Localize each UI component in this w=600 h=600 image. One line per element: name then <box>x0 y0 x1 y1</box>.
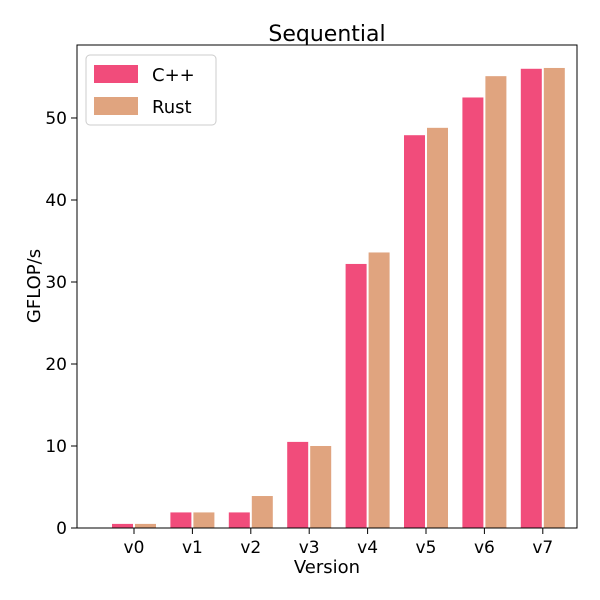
bar-rust-v1 <box>193 512 215 528</box>
bar-cpp-v4 <box>345 263 367 528</box>
bar-cpp-v2 <box>228 512 250 528</box>
bar-cpp-v3 <box>287 441 309 528</box>
x-tick-label-v4: v4 <box>357 538 378 558</box>
legend-label-cpp: C++ <box>152 65 195 86</box>
bar-cpp-v0 <box>112 523 133 528</box>
x-tick-label-v6: v6 <box>474 538 495 558</box>
y-tick-label: 20 <box>45 355 67 375</box>
bar-cpp-v5 <box>404 135 425 528</box>
chart-title: Sequential <box>268 22 385 47</box>
x-tick-label-v3: v3 <box>299 538 320 558</box>
x-axis-label: Version <box>294 557 360 578</box>
bar-rust-v7 <box>543 67 565 529</box>
legend-swatch-cpp <box>94 65 138 83</box>
bar-rust-v3 <box>310 445 332 528</box>
y-tick-label: 40 <box>45 191 67 211</box>
x-axis-ticks: v0 v1 v2 v3 v4 v5 v6 v7 <box>124 528 553 558</box>
bar-rust-v5 <box>427 127 448 529</box>
y-axis-label: GFLOP/s <box>24 249 45 323</box>
bar-cpp-v1 <box>170 512 192 528</box>
x-tick-label-v1: v1 <box>182 538 203 558</box>
bar-rust-v4 <box>368 252 390 528</box>
bar-rust-v6 <box>485 76 507 529</box>
plot-frame <box>76 44 578 529</box>
legend-swatch-rust <box>94 97 138 115</box>
y-tick-label: 50 <box>45 109 67 129</box>
plot-area: 0 10 20 30 40 50 v0 v1 v2 v3 v4 v5 v6 v7 <box>45 44 578 558</box>
legend-label-rust: Rust <box>152 97 192 118</box>
bars-group <box>112 67 565 529</box>
bar-rust-v2 <box>251 496 273 528</box>
x-tick-label-v0: v0 <box>124 538 145 558</box>
x-tick-label-v7: v7 <box>532 538 553 558</box>
x-tick-label-v5: v5 <box>416 538 437 558</box>
bar-cpp-v7 <box>520 68 542 529</box>
legend: C++ Rust <box>85 54 217 126</box>
bar-cpp-v6 <box>462 97 484 528</box>
y-tick-label: 10 <box>45 437 67 457</box>
x-tick-label-v2: v2 <box>240 538 261 558</box>
bar-rust-v0 <box>135 523 156 528</box>
y-axis-ticks: 0 10 20 30 40 50 <box>45 109 77 539</box>
y-tick-label: 0 <box>56 519 67 539</box>
y-tick-label: 30 <box>45 273 67 293</box>
